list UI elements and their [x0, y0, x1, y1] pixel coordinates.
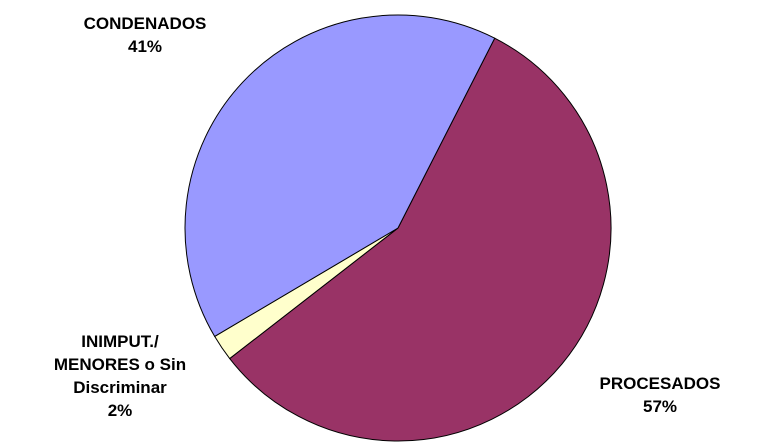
slice-label: CONDENADOS 41%: [50, 12, 240, 58]
slice-value-label: 41%: [127, 37, 163, 56]
slice-value-label: 57%: [642, 397, 678, 416]
slice-category-label: CONDENADOS: [83, 14, 207, 33]
slice-label: INIMPUT./ MENORES o Sin Discriminar 2%: [50, 330, 190, 422]
slice-label: PROCESADOS 57%: [585, 372, 735, 418]
slice-value-label: 2%: [107, 401, 133, 420]
slice-category-label: PROCESADOS: [599, 374, 721, 393]
slice-category-label: INIMPUT./ MENORES o Sin Discriminar: [53, 332, 187, 397]
pie-slice: [184, 14, 496, 338]
pie-slice: [228, 37, 612, 442]
